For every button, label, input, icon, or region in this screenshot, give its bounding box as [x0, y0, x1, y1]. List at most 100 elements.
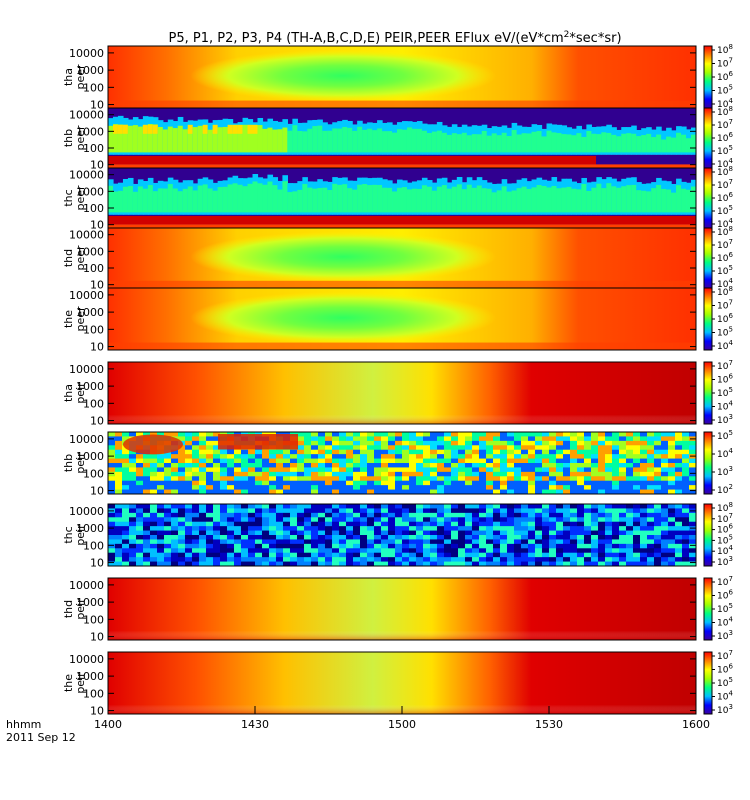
- y-tick-label: 10: [90, 631, 104, 644]
- colorbar-tick-label: 105: [717, 84, 733, 97]
- colorbar-tick-label: 104: [717, 157, 733, 170]
- colorbar-tick-label: 107: [717, 512, 733, 525]
- y-tick-label: 10000: [69, 47, 104, 60]
- colorbar-tick-label: 104: [717, 97, 733, 110]
- y-tick-label: 1000: [76, 245, 104, 258]
- y-tick-label: 1000: [76, 125, 104, 138]
- x-tick-label: 1400: [94, 718, 122, 731]
- y-tick-label: 1000: [76, 380, 104, 393]
- colorbar-tick-label: 103: [717, 465, 733, 478]
- y-tick-label: 10: [90, 415, 104, 428]
- colorbar-tick-label: 108: [717, 225, 733, 238]
- colorbar-tick-label: 105: [717, 264, 733, 277]
- x-axis-label-hhmm: hhmm: [6, 718, 41, 731]
- y-tick-label: 10: [90, 159, 104, 172]
- y-tick-label: 10000: [69, 579, 104, 592]
- x-axis-label-date: 2011 Sep 12: [6, 731, 76, 744]
- colorbar-tick-label: 107: [717, 57, 733, 70]
- y-tick-label: 10000: [69, 653, 104, 666]
- y-tick-label: 100: [83, 467, 104, 480]
- colorbar-tick-label: 105: [717, 326, 733, 339]
- y-tick-label: 1000: [76, 522, 104, 535]
- y-axis-label: thapeer: [62, 64, 87, 90]
- colorbar-tick-label: 106: [717, 523, 733, 536]
- colorbar-tick-label: 104: [717, 544, 733, 557]
- y-axis-label: thapeir: [62, 382, 87, 404]
- y-tick-label: 1000: [76, 450, 104, 463]
- y-tick-label: 1000: [76, 670, 104, 683]
- y-axis-label: thepeir: [62, 672, 87, 694]
- spectrogram-image: [108, 504, 696, 566]
- y-tick-label: 100: [83, 539, 104, 552]
- colorbar-tick-label: 104: [717, 217, 733, 230]
- colorbar-tick-label: 105: [717, 602, 733, 615]
- colorbar-tick-label: 106: [717, 589, 733, 602]
- colorbar-tick-label: 104: [717, 447, 733, 460]
- colorbar-tick-label: 106: [717, 373, 733, 386]
- colorbar-tick-label: 103: [717, 703, 733, 716]
- colorbar-tick-label: 103: [717, 555, 733, 568]
- x-tick-label: 1600: [682, 718, 710, 731]
- colorbar-tick-label: 102: [717, 483, 733, 496]
- y-tick-label: 100: [83, 142, 104, 155]
- y-tick-label: 10000: [69, 229, 104, 242]
- colorbar-tick-label: 105: [717, 676, 733, 689]
- x-axis: 1400 1430 1500 1530 1600: [94, 706, 710, 731]
- colorbar-tick-label: 107: [717, 238, 733, 251]
- colorbar-tick-label: 105: [717, 144, 733, 157]
- chart-title: P5, P1, P2, P3, P4 (TH-A,B,C,D,E) PEIR,P…: [168, 30, 621, 46]
- colorbar-tick-label: 105: [717, 533, 733, 546]
- y-tick-label: 100: [83, 323, 104, 336]
- y-tick-label: 100: [83, 81, 104, 94]
- y-tick-label: 1000: [76, 64, 104, 77]
- spectrogram-image: [108, 46, 696, 108]
- y-tick-label: 1000: [76, 185, 104, 198]
- panel-frame: [107, 503, 697, 567]
- colorbar-tick-label: 108: [717, 285, 733, 298]
- y-axis-label: thbpeir: [62, 452, 87, 474]
- y-tick-label: 10000: [69, 289, 104, 302]
- colorbar-tick-label: 106: [717, 70, 733, 83]
- spectrogram-image: [108, 362, 696, 424]
- y-tick-label: 10000: [69, 109, 104, 122]
- colorbar-tick-label: 103: [717, 629, 733, 642]
- y-tick-label: 10000: [69, 363, 104, 376]
- x-tick-label: 1500: [388, 718, 416, 731]
- colorbar-tick-label: 107: [717, 178, 733, 191]
- y-tick-label: 100: [83, 202, 104, 215]
- y-tick-label: 100: [83, 613, 104, 626]
- colorbar-tick-label: 106: [717, 131, 733, 144]
- panel-frame: [107, 431, 697, 495]
- y-tick-label: 10000: [69, 169, 104, 182]
- y-tick-label: 10000: [69, 505, 104, 518]
- spectrogram-image: [108, 288, 696, 350]
- colorbar-tick-label: 108: [717, 501, 733, 514]
- y-tick-label: 10: [90, 279, 104, 292]
- panel-frame: [107, 361, 697, 425]
- spectrogram-image: [108, 108, 696, 168]
- colorbar-tick-label: 106: [717, 191, 733, 204]
- colorbar-tick-label: 108: [717, 165, 733, 178]
- colorbar-tick-label: 108: [717, 43, 733, 56]
- y-tick-label: 1000: [76, 596, 104, 609]
- colorbar-tick-label: 106: [717, 312, 733, 325]
- panel-thb-peir: 10 100 1000 10000 thbpeir 105 104 103 102: [62, 429, 733, 498]
- colorbar-tick-label: 105: [717, 204, 733, 217]
- colorbar-tick-label: 105: [717, 429, 733, 442]
- y-tick-label: 10: [90, 485, 104, 498]
- colorbar-tick-label: 104: [717, 400, 733, 413]
- y-tick-label: 10: [90, 341, 104, 354]
- spectrogram-image: [108, 578, 696, 640]
- x-tick-label: 1530: [535, 718, 563, 731]
